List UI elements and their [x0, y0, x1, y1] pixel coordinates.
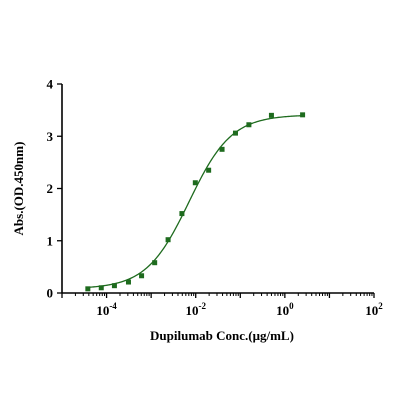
data-point — [232, 130, 238, 136]
x-tick-label: 10-4 — [96, 301, 117, 318]
y-ticks: 0 1 2 3 4 — [47, 77, 62, 301]
y-axis-title: Abs.(OD.450nm) — [11, 142, 26, 236]
x-tick-label: 10-2 — [185, 301, 206, 318]
data-point — [179, 211, 185, 217]
data-points — [85, 112, 306, 292]
data-point — [152, 260, 158, 266]
y-tick-label: 0 — [47, 286, 54, 301]
data-point — [85, 286, 91, 292]
data-point — [98, 285, 104, 291]
data-point — [268, 112, 274, 118]
y-tick-label: 2 — [47, 181, 54, 196]
data-point — [219, 146, 225, 152]
y-tick-label: 1 — [47, 233, 54, 248]
data-point — [246, 122, 252, 128]
data-point — [192, 180, 198, 186]
x-axis-title: Dupilumab Conc.(μg/mL) — [150, 328, 294, 343]
y-tick-label: 4 — [47, 77, 54, 92]
x-ticks: 10-4 10-2 100 102 — [61, 293, 383, 318]
y-tick-label: 3 — [47, 129, 54, 144]
x-tick-label: 100 — [276, 301, 294, 318]
fit-curve — [87, 115, 303, 288]
data-point — [125, 279, 131, 285]
data-point — [206, 167, 212, 173]
data-point — [111, 283, 117, 289]
data-point — [139, 273, 145, 279]
data-point — [165, 237, 171, 243]
axes — [61, 84, 374, 294]
data-point — [300, 112, 306, 118]
x-tick-label: 102 — [365, 301, 383, 318]
